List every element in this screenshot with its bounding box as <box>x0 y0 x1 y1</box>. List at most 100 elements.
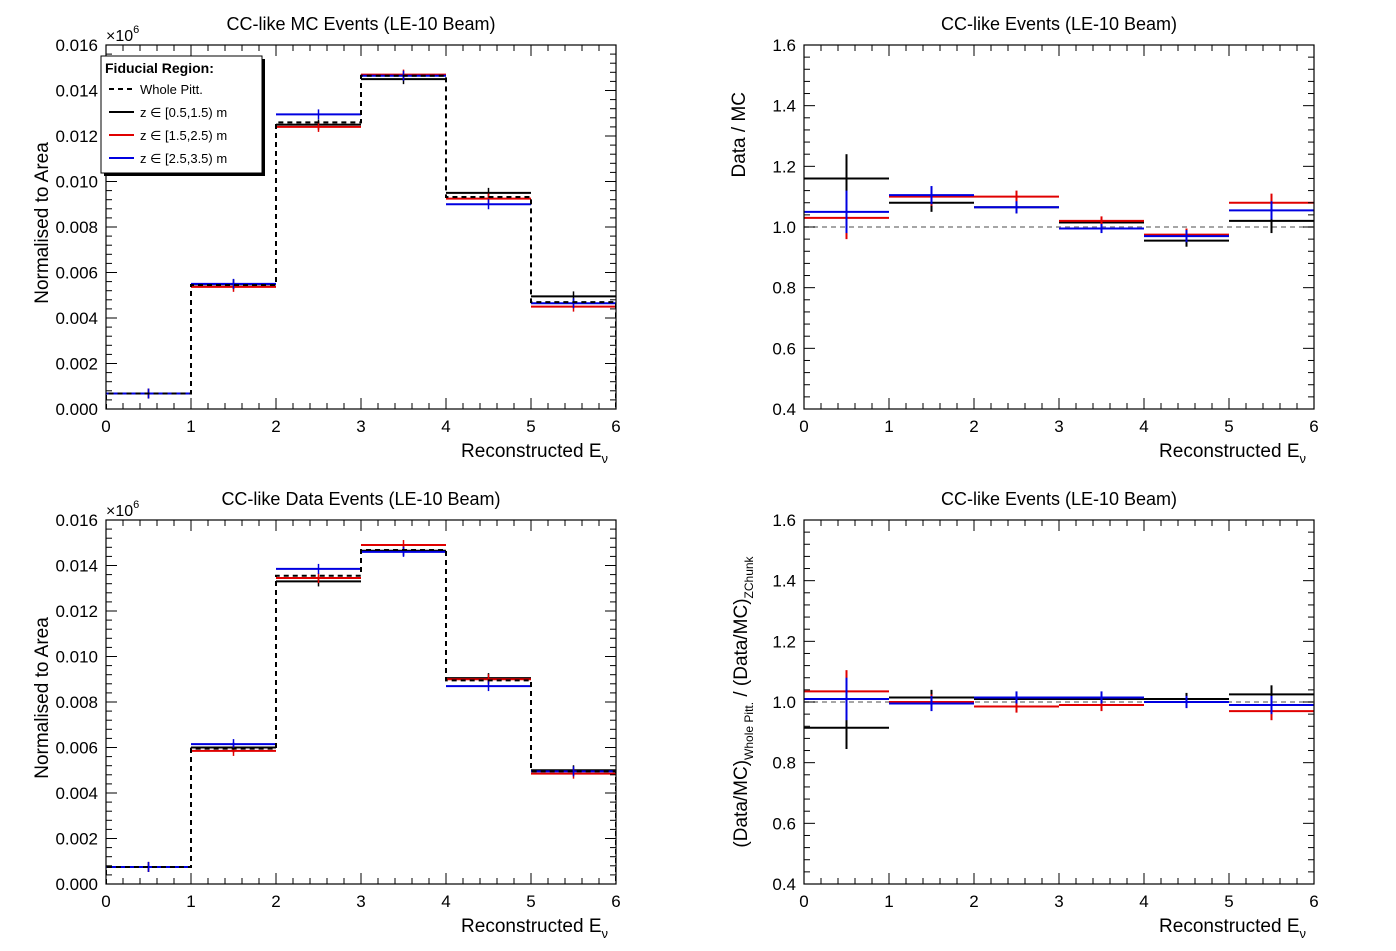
ratio-series-2 <box>804 677 1314 721</box>
y-tick-label: 0.006 <box>55 739 98 758</box>
y-tick-label: 0.6 <box>772 339 796 358</box>
y-tick-label: 0.000 <box>55 400 98 419</box>
plot-area <box>106 69 616 409</box>
x-axis-label-main: Reconstructed E <box>1159 441 1299 462</box>
y-exponent-superscript: 6 <box>133 499 139 511</box>
x-axis-label-subscript: ν <box>602 451 609 466</box>
x-tick-label: 6 <box>611 417 620 436</box>
y-tick-label: 1.2 <box>772 632 796 651</box>
y-axis-label: Normalised to Area <box>32 617 53 779</box>
y-exponent-label: ×106 <box>106 499 139 520</box>
y-tick-label: 0.014 <box>55 82 98 101</box>
y-tick-label: 0.4 <box>772 400 796 419</box>
chart-title: CC-like MC Events (LE-10 Beam) <box>226 14 495 34</box>
x-axis-label-main: Reconstructed E <box>1159 916 1299 937</box>
y-tick-label: 0.010 <box>55 648 98 667</box>
series-whole-pitt <box>106 74 616 409</box>
legend-entry-label: z ∈ [2.5,3.5) m <box>140 151 227 166</box>
x-tick-label: 3 <box>1054 892 1063 911</box>
x-tick-label: 4 <box>441 417 450 436</box>
y-tick-label: 0.008 <box>55 218 98 237</box>
x-tick-label: 5 <box>1224 417 1233 436</box>
y-axis-label-subscript: ZChunk <box>742 555 756 598</box>
legend-box <box>100 55 263 174</box>
y-axis-label-part: (Data/MC) <box>731 760 752 848</box>
y-tick-label: 1.6 <box>772 511 796 530</box>
y-exponent-superscript: 6 <box>133 24 139 36</box>
double-ratio-panel: CC-like Events (LE-10 Beam) 0 1 2 3 4 5 6 0.4 0.6… <box>731 489 1319 941</box>
y-tick-label: 1.2 <box>772 157 796 176</box>
x-axis-label: Reconstructed Eν <box>461 441 608 466</box>
y-tick-label: 0.006 <box>55 264 98 283</box>
y-tick-label: 1.0 <box>772 218 796 237</box>
x-tick-label: 2 <box>271 417 280 436</box>
x-tick-label: 6 <box>1309 417 1318 436</box>
x-axis-label-subscript: ν <box>602 926 609 941</box>
legend: Fiducial Region: Whole Pitt. z ∈ [0.5,1.5)… <box>100 55 265 176</box>
y-tick-label: 1.6 <box>772 36 796 55</box>
plot-area <box>804 670 1314 750</box>
legend-title: Fiducial Region: <box>105 60 214 76</box>
y-exponent-label: ×106 <box>106 24 139 45</box>
x-tick-label: 5 <box>526 892 535 911</box>
x-tick-label: 6 <box>1309 892 1318 911</box>
x-axis-label: Reconstructed Eν <box>461 916 608 941</box>
y-tick-label: 0.004 <box>55 309 98 328</box>
plot-area <box>804 154 1314 247</box>
y-exponent-base: ×10 <box>106 28 133 45</box>
y-tick-label: 0.014 <box>55 557 98 576</box>
x-axis-label: Reconstructed Eν <box>1159 916 1306 941</box>
data-events-panel: CC-like Data Events (LE-10 Beam) 0 1 2 3 4 5 6 0… <box>32 489 621 941</box>
x-tick-label: 0 <box>101 892 110 911</box>
y-tick-label: 0.016 <box>55 36 98 55</box>
x-tick-label: 1 <box>884 892 893 911</box>
y-axis-label-subscript: Whole Pitt. <box>742 702 756 760</box>
y-axis-label: Data / MC <box>729 92 750 178</box>
x-tick-label: 2 <box>969 417 978 436</box>
y-exponent-base: ×10 <box>106 503 133 520</box>
x-tick-label: 2 <box>969 892 978 911</box>
x-axis-label-subscript: ν <box>1300 926 1307 941</box>
x-tick-label: 3 <box>356 417 365 436</box>
chart-title: CC-like Events (LE-10 Beam) <box>941 489 1177 509</box>
y-tick-label: 0.012 <box>55 602 98 621</box>
y-axis-label: (Data/MC)Whole Pitt. / (Data/MC)ZChunk <box>731 555 756 847</box>
chart-title: CC-like Data Events (LE-10 Beam) <box>221 489 500 509</box>
y-tick-label: 0.6 <box>772 814 796 833</box>
y-tick-label: 0.002 <box>55 830 98 849</box>
legend-entry-label: Whole Pitt. <box>140 82 203 97</box>
x-axis-label-subscript: ν <box>1300 451 1307 466</box>
x-tick-label: 5 <box>526 417 535 436</box>
y-tick-label: 1.4 <box>772 97 796 116</box>
data-mc-ratio-panel: CC-like Events (LE-10 Beam) 0 1 2 3 4 5 6 0.4 0.6… <box>729 14 1319 466</box>
x-axis-label-main: Reconstructed E <box>461 916 601 937</box>
y-tick-label: 0.8 <box>772 279 796 298</box>
y-tick-label: 1.4 <box>772 572 796 591</box>
y-tick-label: 0.010 <box>55 173 98 192</box>
x-axis-label-main: Reconstructed E <box>461 441 601 462</box>
x-tick-label: 1 <box>186 892 195 911</box>
x-tick-label: 1 <box>186 417 195 436</box>
y-tick-label: 0.012 <box>55 127 98 146</box>
plot-area <box>106 540 616 884</box>
y-tick-label: 1.0 <box>772 693 796 712</box>
y-tick-label: 0.016 <box>55 511 98 530</box>
y-tick-label: 0.4 <box>772 875 796 894</box>
x-tick-label: 3 <box>1054 417 1063 436</box>
x-tick-label: 2 <box>271 892 280 911</box>
x-axis-label: Reconstructed Eν <box>1159 441 1306 466</box>
legend-entry-label: z ∈ [1.5,2.5) m <box>140 128 227 143</box>
y-axis-label-part: / (Data/MC) <box>731 598 752 701</box>
x-tick-label: 4 <box>441 892 450 911</box>
x-tick-label: 4 <box>1139 892 1148 911</box>
y-tick-label: 0.000 <box>55 875 98 894</box>
legend-entry-label: z ∈ [0.5,1.5) m <box>140 105 227 120</box>
x-tick-label: 5 <box>1224 892 1233 911</box>
y-tick-label: 0.004 <box>55 784 98 803</box>
y-tick-label: 0.008 <box>55 693 98 712</box>
x-tick-label: 4 <box>1139 417 1148 436</box>
x-tick-label: 0 <box>799 892 808 911</box>
x-tick-label: 0 <box>101 417 110 436</box>
y-tick-label: 0.8 <box>772 754 796 773</box>
